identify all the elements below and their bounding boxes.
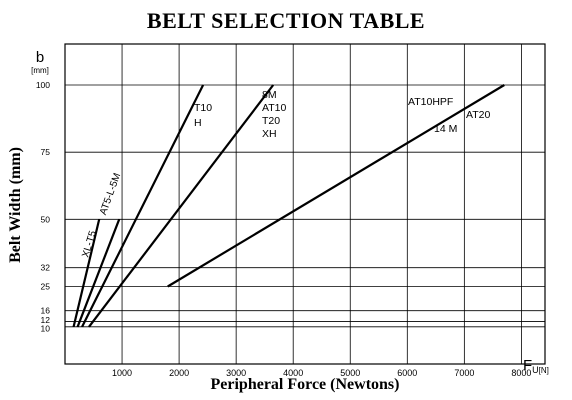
x-tick-label: 6000 (397, 368, 417, 378)
x-axis-symbol-letter: F (523, 357, 532, 374)
y-tick-label: 50 (41, 214, 51, 224)
x-axis-label: Peripheral Force (Newtons) (211, 376, 400, 393)
series-label: AT10 (262, 102, 286, 114)
series-line (88, 84, 275, 328)
plot-frame (64, 43, 546, 365)
series-line (167, 84, 505, 288)
y-axis-unit: [mm] (31, 66, 49, 75)
x-tick-label: 3000 (226, 368, 246, 378)
x-tick-label: 5000 (340, 368, 360, 378)
x-axis-symbol: FU[N] (523, 357, 549, 375)
x-tick-label: 1000 (112, 368, 132, 378)
series-label: AT20 (466, 109, 490, 121)
y-tick-label: 75 (41, 147, 51, 157)
y-tick-label: 16 (41, 306, 51, 316)
series-line (81, 84, 205, 328)
y-tick-label: 100 (36, 80, 50, 90)
series-label: 14 M (434, 123, 457, 135)
x-tick-label: 8000 (511, 368, 531, 378)
series-label: T20 (262, 115, 280, 127)
series-label: T10 (194, 102, 212, 114)
y-axis-symbol: b (36, 49, 44, 66)
y-tick-label: 32 (41, 263, 51, 273)
series-line (76, 218, 121, 328)
x-axis-symbol-subscript: U (532, 365, 539, 375)
series-lines (72, 84, 505, 328)
x-tick-label: 7000 (454, 368, 474, 378)
series-label: XL-T5 (80, 229, 99, 259)
horizontal-gridlines (65, 84, 545, 328)
x-tick-label: 2000 (169, 368, 189, 378)
y-tick-label: 10 (41, 323, 51, 333)
y-tick-label: 25 (41, 282, 51, 292)
y-tick-label: 12 (41, 315, 51, 325)
series-label: XH (262, 128, 277, 140)
x-tick-labels: 1000 2000 3000 4000 5000 6000 7000 8000 (112, 368, 531, 378)
series-label: H (194, 117, 202, 129)
y-axis-label: Belt Width (mm) (7, 147, 24, 263)
x-tick-label: 4000 (283, 368, 303, 378)
x-axis-unit: [N] (539, 366, 549, 375)
series-line (72, 219, 101, 328)
chart-title: BELT SELECTION TABLE (146, 8, 426, 33)
series-label: AT5-L-5M (98, 172, 123, 217)
series-label: 8M (262, 89, 277, 101)
series-label: AT10HPF (408, 96, 453, 108)
